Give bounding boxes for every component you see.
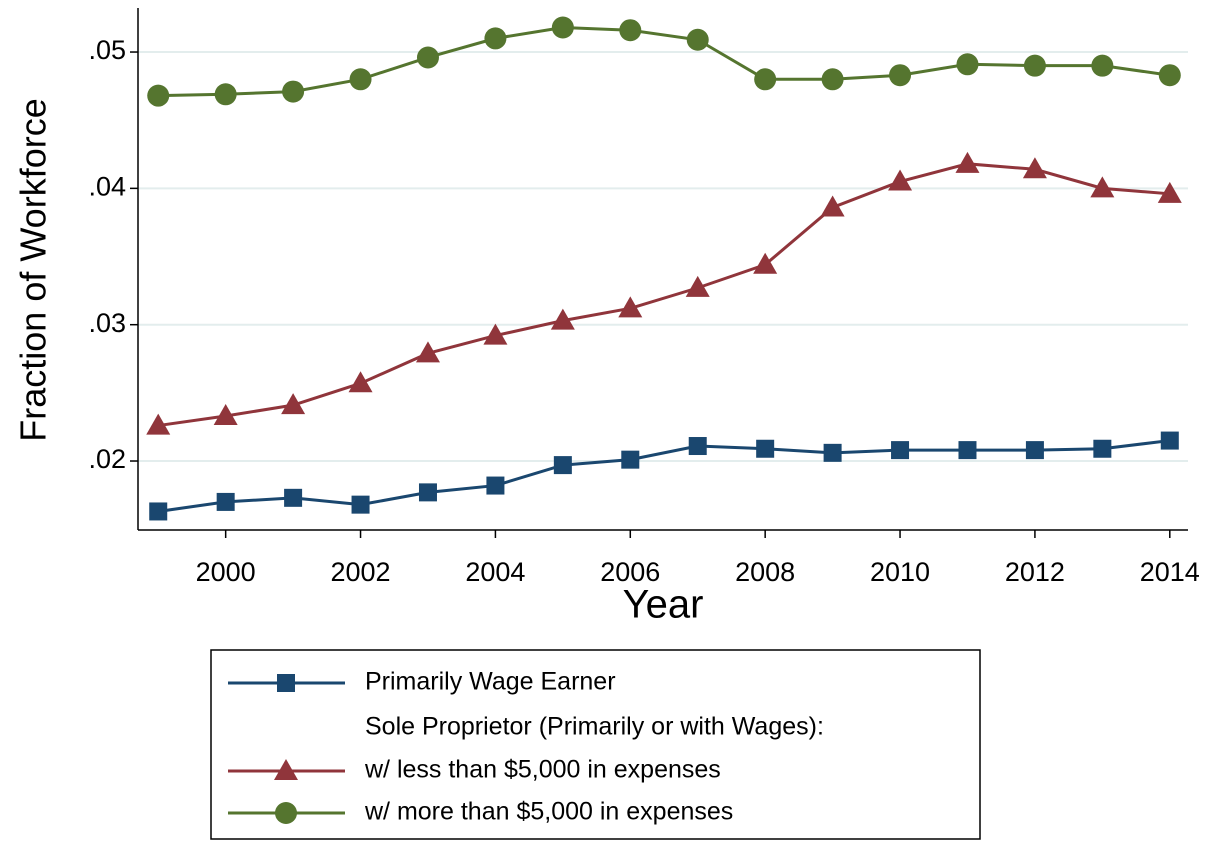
y-axis-title: Fraction of Workforce — [13, 98, 54, 441]
marker — [1158, 64, 1181, 87]
marker — [889, 64, 912, 87]
marker — [213, 404, 238, 426]
marker — [958, 441, 977, 460]
marker — [1091, 54, 1114, 77]
x-tick-label: 2008 — [735, 557, 795, 587]
legend-box — [210, 649, 981, 840]
marker — [888, 169, 913, 191]
series-line — [158, 162, 1170, 428]
marker — [282, 80, 305, 103]
marker — [619, 19, 642, 42]
marker — [214, 83, 237, 106]
marker — [1023, 54, 1046, 77]
marker — [216, 492, 235, 511]
marker — [484, 27, 507, 50]
marker — [349, 68, 372, 91]
marker — [1157, 181, 1182, 203]
marker — [686, 28, 709, 51]
marker — [486, 476, 505, 495]
marker — [418, 483, 437, 502]
marker — [351, 495, 370, 514]
x-tick-label: 2010 — [870, 557, 930, 587]
marker — [621, 450, 640, 469]
marker — [685, 275, 710, 297]
marker — [550, 308, 575, 330]
legend-note: Sole Proprietor (Primarily or with Wages… — [365, 713, 824, 741]
marker — [146, 413, 171, 435]
y-tick-label: .04 — [88, 171, 126, 201]
marker — [274, 759, 298, 780]
marker — [754, 68, 777, 91]
x-tick-label: 2012 — [1005, 557, 1065, 587]
marker — [753, 252, 778, 274]
marker — [275, 802, 297, 824]
marker — [820, 195, 845, 217]
marker — [277, 674, 295, 692]
marker — [823, 443, 842, 462]
marker — [688, 437, 707, 456]
marker — [1160, 431, 1179, 450]
series-line — [158, 439, 1170, 513]
marker — [956, 53, 979, 76]
marker — [416, 46, 439, 69]
marker — [551, 16, 574, 39]
marker — [348, 371, 373, 393]
x-tick-label: 2014 — [1140, 557, 1200, 587]
marker — [1093, 439, 1112, 458]
y-tick-label: .02 — [88, 444, 126, 474]
marker — [553, 456, 572, 475]
marker — [1022, 157, 1047, 179]
x-tick-label: 2006 — [600, 557, 660, 587]
marker — [618, 296, 643, 318]
x-tick-label: 2002 — [331, 557, 391, 587]
x-axis-title: Year — [623, 583, 704, 627]
marker — [415, 341, 440, 363]
marker — [1025, 441, 1044, 460]
x-tick-label: 2004 — [465, 557, 525, 587]
marker — [756, 439, 775, 458]
marker — [284, 488, 303, 507]
legend-label: w/ less than $5,000 in expenses — [364, 756, 721, 784]
x-tick-label: 2000 — [196, 557, 256, 587]
legend-label: w/ more than $5,000 in expenses — [364, 798, 733, 826]
marker — [891, 441, 910, 460]
marker — [149, 502, 168, 521]
marker — [147, 84, 170, 107]
marker — [483, 323, 508, 345]
marker — [955, 151, 980, 173]
y-tick-label: .03 — [88, 308, 126, 338]
legend-label: Primarily Wage Earner — [365, 668, 616, 696]
marker — [1090, 176, 1115, 198]
y-tick-label: .05 — [88, 35, 126, 65]
marker — [281, 393, 306, 415]
series-line — [158, 25, 1171, 98]
marker — [821, 68, 844, 91]
